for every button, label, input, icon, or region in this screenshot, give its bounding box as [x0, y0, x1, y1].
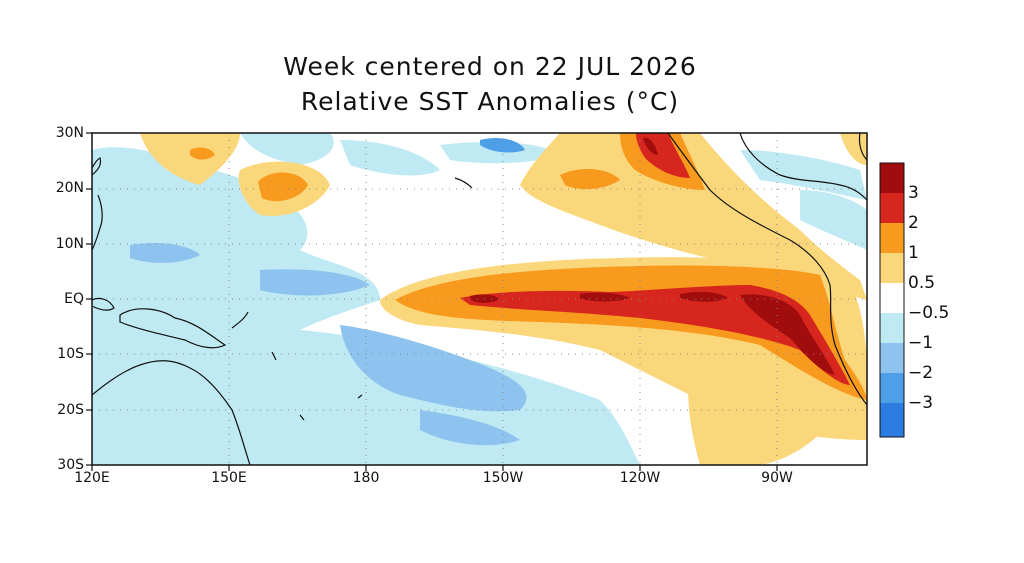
nw-cool-region [92, 150, 170, 250]
florida-coast [858, 133, 867, 161]
solomon-coast [231, 311, 249, 329]
coastlines [92, 133, 867, 465]
lat-label-30s: 30S [57, 457, 84, 473]
coastal-darkred-patch [740, 294, 835, 375]
americas-coast [667, 133, 867, 406]
lat-label-10n: 10N [55, 236, 84, 252]
south-central-cool-patch [340, 325, 527, 412]
axis-ticks [86, 132, 778, 471]
colorbar-lt-3 [880, 403, 904, 437]
australia-coast [92, 360, 251, 465]
lat-label-20s: 20S [57, 402, 84, 418]
chart-subtitle: Relative SST Anomalies (°C) [300, 87, 680, 116]
lon-label-120e: 120E [74, 470, 110, 486]
colorbar-label-neg2: −2 [908, 363, 934, 383]
new-guinea-coast [119, 308, 227, 349]
colorbar-05to1 [880, 253, 904, 283]
colorbar-label-3: 3 [908, 183, 919, 203]
asia-coast [92, 157, 102, 176]
lat-label-20n: 20N [55, 180, 84, 196]
caribbean-cool-patch [800, 190, 867, 250]
lat-label-10s: 10S [57, 346, 84, 362]
colorbar-2to3 [880, 193, 904, 223]
colorbar-label-neg0-5: −0.5 [908, 303, 950, 323]
near-equator-cool-patch [260, 269, 370, 296]
moderate-cool-regions [130, 138, 527, 446]
colorbar-1to2 [880, 223, 904, 253]
colorbar-label-2: 2 [908, 213, 919, 233]
mexico-warm-patch [840, 133, 867, 165]
north-east-cool-patch [440, 142, 560, 164]
chart-title: Week centered on 22 JUL 2026 [283, 52, 697, 81]
north-central-cool-patch [340, 140, 440, 176]
colorbar-label-0-5: 0.5 [908, 273, 936, 293]
colorbar-frame [879, 162, 905, 438]
colorbar [879, 162, 905, 438]
lon-label-120w: 120W [619, 470, 661, 486]
colorbar-neutral [880, 283, 904, 313]
gulf-mexico-cool-patch [740, 150, 867, 200]
colorbar-gt3 [880, 163, 904, 193]
colorbar-neg2to-3 [880, 373, 904, 403]
colorbar-neg05to-1 [880, 313, 904, 343]
colorbar-label-1: 1 [908, 243, 919, 263]
colorbar-neg1to-2 [880, 343, 904, 373]
lon-label-150e: 150E [211, 470, 247, 486]
north-orange-patch [258, 172, 308, 202]
lat-label-eq: EQ [64, 291, 84, 307]
gulf-coast [739, 133, 867, 201]
islands [271, 351, 363, 421]
south-cool-patch [420, 410, 520, 446]
colorbar-label-neg3: −3 [908, 393, 934, 413]
baja-darkred-patch [643, 137, 658, 155]
colorbar-label-neg1: −1 [908, 333, 934, 353]
orange-patch-20n [560, 168, 620, 190]
philippines-coast [92, 194, 103, 251]
anomaly-field [92, 133, 867, 465]
west-cool-patch [130, 243, 200, 263]
borneo-coast [92, 297, 115, 311]
hawaii-coast [454, 177, 473, 189]
north-west-warm-patch [140, 133, 240, 185]
lon-label-90w: 90W [761, 470, 793, 486]
north-cool-patch [240, 133, 334, 165]
small-orange-patch [190, 147, 215, 160]
southeast-warm-region [688, 360, 840, 465]
lon-label-180: 180 [352, 470, 380, 486]
lon-label-150w: 150W [482, 470, 524, 486]
lat-label-30n: 30N [55, 125, 84, 141]
small-blue-patch [480, 138, 525, 153]
